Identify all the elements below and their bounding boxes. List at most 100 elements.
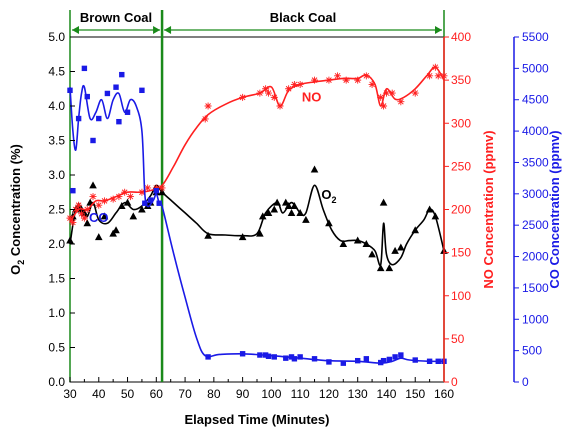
no-point [95,201,103,209]
co-point [257,352,263,358]
x-tick-label: 130 [348,387,368,401]
co-point [70,187,76,194]
o2-point [83,219,92,227]
no-point [431,63,439,71]
o2-point [284,202,293,210]
o2-point [66,236,74,244]
region-arrowhead-right [435,26,442,34]
o2-point [204,231,212,239]
co-point [67,87,73,94]
no-point [66,214,74,222]
co-point [412,357,418,363]
region-label: Brown Coal [80,10,152,25]
o2-point [100,212,109,220]
co-point [288,354,295,360]
region-layer: Brown Coal Black Coal [69,10,445,382]
co-point [139,87,145,94]
x-tick-label: 60 [150,387,164,401]
co-tick-label: 1500 [522,281,549,295]
co-point [119,71,125,78]
co-point [147,197,154,203]
co-point [354,357,361,364]
no-point [377,93,385,101]
co-tick-label: 3000 [522,187,549,201]
no-tick-label: 350 [451,73,471,87]
co-point [392,354,398,360]
co-point [265,353,272,359]
o2-point [94,233,103,241]
series-co [67,65,447,366]
co-point [311,356,318,362]
o2-point [325,219,333,227]
o2-point [368,250,376,258]
o2-tick-label: 4.0 [48,99,65,113]
co-tick-label: 5500 [522,30,549,44]
no-point [144,184,152,192]
x-axis-label: Elapsed Time (Minutes) [185,412,330,427]
co-point [239,351,246,357]
o2-tick-label: 3.5 [48,134,65,148]
co-point [153,187,160,194]
no-tick-label: 200 [451,203,471,217]
x-tick-label: 120 [319,387,339,401]
o2-tick-label: 1.5 [48,272,65,286]
co-point [326,359,332,365]
co-point [124,109,131,115]
o2-point [411,226,420,234]
x-tick-label: 50 [121,387,135,401]
no-point [115,193,123,201]
no-point [334,72,342,80]
region-arrowhead-left [164,26,172,34]
co-tick-label: 5000 [522,61,549,75]
no-point [290,80,298,88]
o2-point [117,202,126,210]
o2-point [353,236,362,244]
o2-tick-label: 5.0 [48,30,65,44]
co-point [291,356,298,362]
co-point [340,360,347,366]
co-point [116,118,122,125]
x-tick-label: 80 [207,387,221,401]
region-label: Black Coal [270,10,336,25]
co-tick-label: 4500 [522,93,549,107]
o2-point [270,205,279,213]
co-tick-label: 2000 [522,250,549,264]
o2-axis-label: O2 Concentration (%) [8,144,26,275]
no-point [397,98,405,106]
no-tick-label: 50 [451,332,465,346]
no-point [83,206,91,213]
no-point [72,206,80,213]
series-o2 [66,165,448,272]
no-point [426,72,434,80]
o2-point [391,246,399,254]
no-point [78,210,86,218]
o2-point [112,226,120,234]
co-point [363,356,370,362]
co-point [398,352,404,358]
no-point [368,80,376,88]
series-layer [66,63,448,366]
co-tick-label: 1000 [522,312,549,326]
co-point [156,200,162,206]
o2-tick-label: 4.5 [48,65,65,79]
o2-point [287,208,296,216]
no-tick-label: 100 [451,289,471,303]
o2-point [431,212,440,220]
co-tick-label: 0 [522,375,529,389]
no-axis-label: NO Concentration (ppmv) [481,130,496,288]
o2-tick-label: 0.0 [48,375,65,389]
o2-point [385,264,394,272]
o2-point [256,229,264,237]
x-tick-label: 150 [405,387,425,401]
o2-point [362,240,371,247]
o2-point [339,240,348,247]
co-point [84,93,90,100]
no-tick-label: 250 [451,159,471,173]
co-point [75,115,82,122]
no-point [265,89,273,97]
o2-point [296,208,304,216]
no-point [256,89,264,97]
no-point [262,85,270,93]
no-point [276,102,284,110]
no-point [138,188,146,196]
